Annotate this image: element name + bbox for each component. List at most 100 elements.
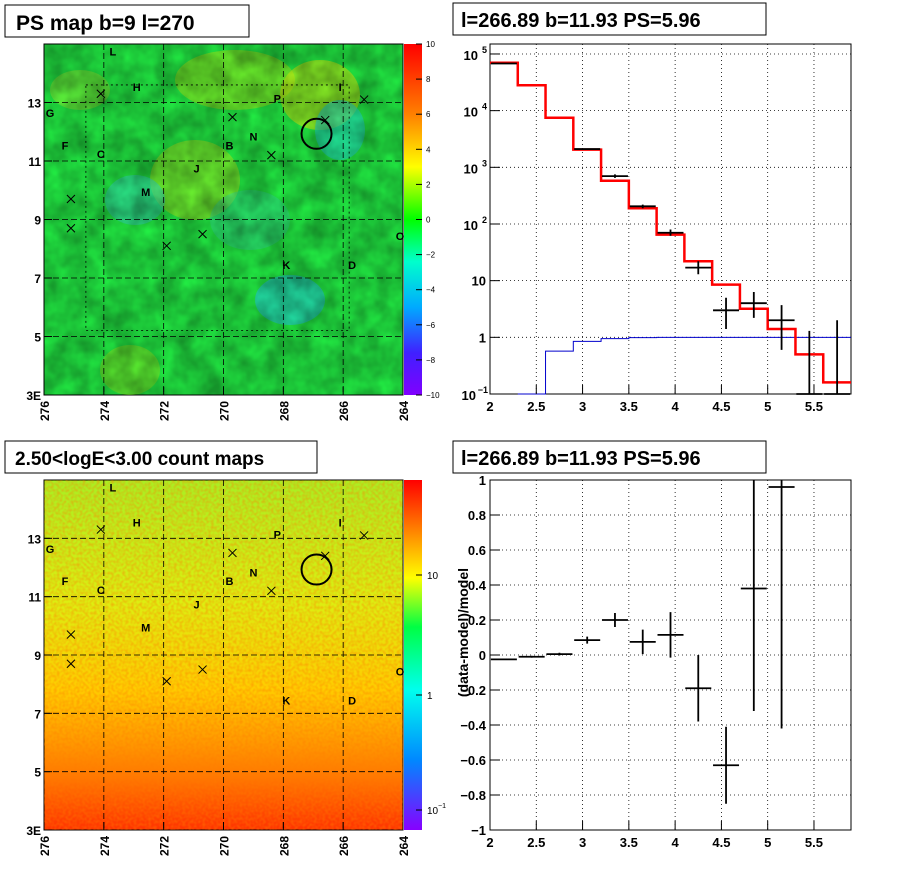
ps-y-tick-label: 9 <box>34 214 41 228</box>
residual-data-point <box>518 655 545 658</box>
count-map-x-ticks: 276 274 272 270 268 266 264 <box>38 822 411 856</box>
ps-source-marker <box>96 89 106 99</box>
count-map-candidate-circle <box>300 553 333 586</box>
residual-title-box <box>452 440 767 474</box>
cnt-y-tick-label: 5 <box>34 766 41 780</box>
spectrum-y-tick-label: 10 <box>464 218 478 233</box>
spectrum-x-tick-label: 4.5 <box>712 399 730 414</box>
spectrum-x-tick-label: 5 <box>764 399 771 414</box>
count-map-title: 2.50<logE<3.00 count maps <box>15 449 264 470</box>
spectrum-x-tick-label: 5.5 <box>805 399 823 414</box>
cnt-region-label: K <box>282 696 290 708</box>
ps-y-tick-label: 3E <box>26 389 41 403</box>
cnt-y-tick-label: 7 <box>34 707 41 721</box>
ps-x-tick-label: 270 <box>218 401 232 421</box>
ps-y-tick-label: 11 <box>28 155 41 169</box>
ps-source-marker <box>198 229 207 239</box>
spectrum-data-point <box>601 174 628 178</box>
residual-y-label: (data-model)/model <box>455 568 471 697</box>
cnt-y-tick-label: 3E <box>26 824 41 838</box>
residual-y-tick-label: −0.8 <box>460 788 486 803</box>
spectrum-x-tick-label: 3.5 <box>620 399 638 414</box>
spectrum-data-point <box>740 292 767 318</box>
ps-colorbar-tick-label: 0 <box>426 216 431 225</box>
ps-colorbar-tick-label: 10 <box>426 40 435 49</box>
ps-colorbar-tick-label: −6 <box>426 321 436 330</box>
residual-y-tick-label: 0 <box>479 648 486 663</box>
ps-source-marker <box>66 194 76 204</box>
residual-x-tick-label: 4.5 <box>712 835 730 850</box>
ps-map-source-markers <box>66 89 369 251</box>
residual-y-tick-label: 1 <box>479 473 486 488</box>
ps-map-panel: 10 8 6 4 2 0 −2 −4 −6 −8 −10 276 274 272 270 268 266 264… <box>4 4 440 421</box>
cnt-source-marker <box>162 676 172 686</box>
ps-map-title: PS map b=9 l=270 <box>16 12 195 35</box>
residual-x-tick-label: 5 <box>764 835 771 850</box>
cnt-source-marker <box>198 665 207 674</box>
residual-x-tick-label: 4 <box>672 835 680 850</box>
spectrum-y-tick-exponent: −1 <box>478 385 488 395</box>
ps-colorbar-tick-label: 8 <box>426 75 431 84</box>
spectrum-data-point <box>490 62 517 65</box>
residual-y-tick-label: 0.8 <box>468 508 486 523</box>
spectrum-y-tick-label: 10 <box>464 161 478 176</box>
residual-title: l=266.89 b=11.93 PS=5.96 <box>461 448 701 470</box>
residual-points <box>490 480 795 804</box>
count-map-title-box <box>4 440 318 474</box>
cnt-region-label: B <box>226 576 234 588</box>
residual-y-tick-label: 0.4 <box>468 578 487 593</box>
residual-y-tick-label: 0.2 <box>468 613 486 628</box>
residual-x-tick-label: 2.5 <box>527 835 545 850</box>
ps-colorbar-tick-label: −10 <box>426 391 440 400</box>
cnt-region-label: F <box>62 576 69 588</box>
residual-x-tick-label: 2 <box>486 835 493 850</box>
ps-colorbar-tick-label: −2 <box>426 251 436 260</box>
residual-data-point <box>740 480 767 711</box>
cnt-y-tick-label: 11 <box>28 591 41 605</box>
ps-region-label: H <box>133 82 141 94</box>
ps-region-label: K <box>282 260 290 272</box>
spectrum-data-point <box>685 261 712 275</box>
ps-region-label: C <box>97 149 105 161</box>
spectrum-y-tick-exponent: 5 <box>482 45 487 55</box>
ps-colorbar-tick-label: 2 <box>426 180 431 189</box>
ps-region-label: F <box>62 140 69 152</box>
ps-colorbar-tick-label: 6 <box>426 110 431 119</box>
ps-x-tick-label: 272 <box>158 401 172 421</box>
cnt-x-tick-label: 268 <box>277 836 291 856</box>
ps-x-tick-label: 276 <box>38 401 52 421</box>
ps-region-label: O <box>396 231 405 243</box>
ps-colorbar-tick-label: −4 <box>426 286 436 295</box>
residual-data-point <box>601 613 628 627</box>
count-map-y-ticks: 3E 5 7 9 11 13 <box>26 532 52 838</box>
spectrum-y-tick-label: 10 <box>464 105 478 120</box>
ps-region-label: B <box>226 140 234 152</box>
ps-source-marker <box>66 223 76 233</box>
spectrum-background-series <box>517 336 851 395</box>
ps-x-tick-label: 264 <box>397 401 411 421</box>
ps-region-label: J <box>194 164 200 176</box>
residual-data-point <box>685 655 712 722</box>
spectrum-data-point <box>574 148 601 150</box>
ps-region-label: M <box>141 187 150 199</box>
spectrum-series <box>490 61 851 395</box>
cnt-region-label: J <box>194 599 200 611</box>
cnt-region-label: C <box>97 585 105 597</box>
cnt-source-marker <box>267 586 276 596</box>
count-colorbar-label-01-exp: −1 <box>438 803 446 810</box>
cnt-x-tick-label: 266 <box>337 836 351 856</box>
ps-colorbar-tick-label: −8 <box>426 356 436 365</box>
count-colorbar <box>404 480 422 830</box>
ps-x-tick-label: 268 <box>277 401 291 421</box>
spectrum-plot-frame <box>489 43 852 395</box>
residual-y-tick-label: −0.2 <box>460 683 486 698</box>
ps-y-tick-label: 13 <box>28 97 42 111</box>
cnt-y-tick-label: 9 <box>34 649 41 663</box>
ps-region-label: D <box>348 260 356 272</box>
residual-y-tick-label: −0.6 <box>460 753 486 768</box>
cnt-region-label: L <box>109 483 116 495</box>
residual-x-tick-label: 5.5 <box>805 835 823 850</box>
cnt-source-marker <box>66 659 76 669</box>
